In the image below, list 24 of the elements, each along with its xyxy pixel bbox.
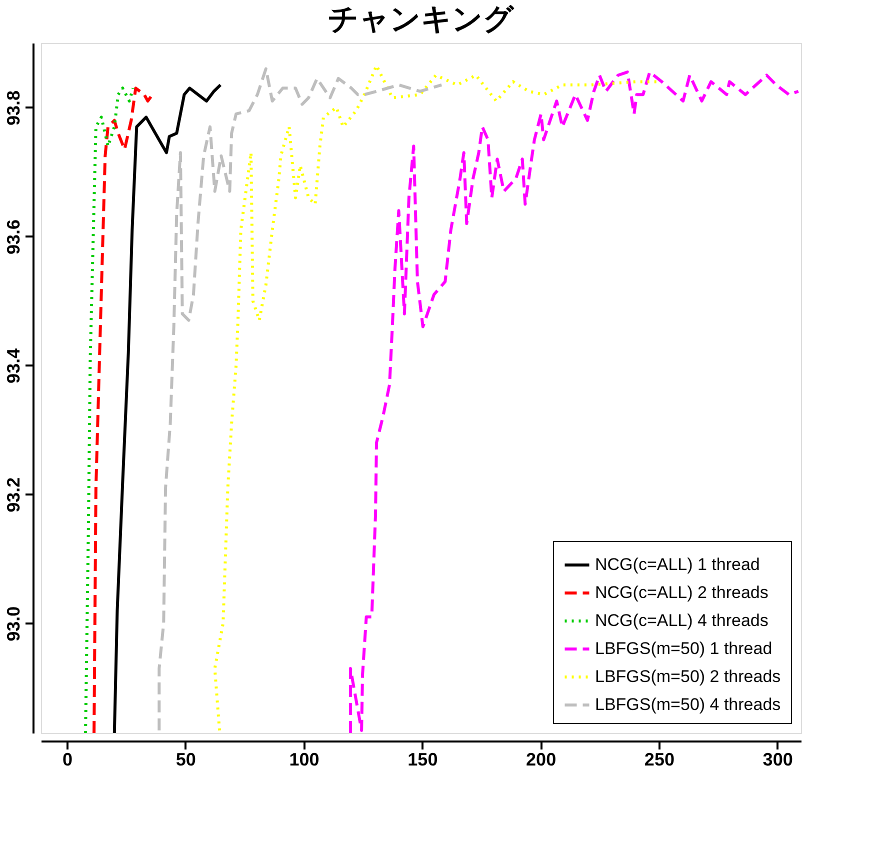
line-series bbox=[84, 86, 135, 733]
x-tick-label: 0 bbox=[62, 750, 73, 770]
line-series bbox=[112, 83, 222, 733]
line-series bbox=[348, 70, 800, 733]
legend-label: NCG(c=ALL) 1 thread bbox=[595, 555, 760, 574]
y-tick-label: 93.4 bbox=[4, 348, 24, 384]
x-tick-label: 250 bbox=[644, 750, 674, 770]
y-tick-label: 93.6 bbox=[4, 219, 24, 254]
y-tick-label: 93.8 bbox=[4, 90, 24, 126]
x-tick-label: 100 bbox=[289, 750, 320, 770]
x-tick-label: 200 bbox=[526, 750, 556, 770]
chart-title: チャンキング bbox=[328, 2, 515, 37]
line-series bbox=[158, 67, 444, 732]
y-tick-label: 93.0 bbox=[4, 606, 24, 642]
legend-label: NCG(c=ALL) 4 threads bbox=[595, 611, 768, 630]
line-series bbox=[92, 86, 154, 733]
legend-label: NCG(c=ALL) 2 threads bbox=[595, 583, 768, 602]
legend-label: LBFGS(m=50) 1 thread bbox=[595, 639, 772, 658]
x-tick-label: 300 bbox=[762, 750, 793, 770]
x-tick-label: 50 bbox=[176, 750, 196, 770]
legend-label: LBFGS(m=50) 4 threads bbox=[595, 695, 781, 714]
x-tick-label: 150 bbox=[408, 750, 438, 770]
y-tick-label: 93.2 bbox=[4, 477, 24, 512]
legend-label: LBFGS(m=50) 2 threads bbox=[595, 667, 781, 686]
